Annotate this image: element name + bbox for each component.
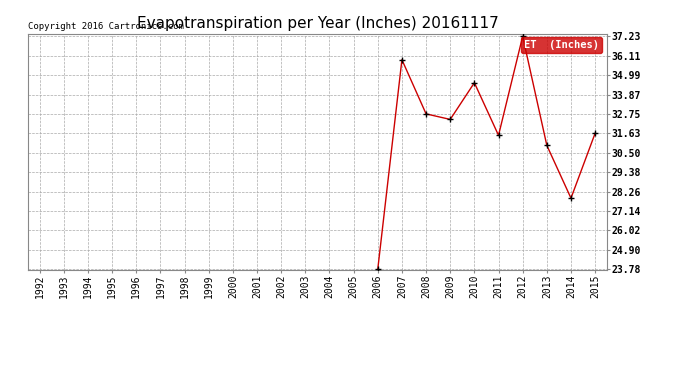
Legend: ET  (Inches): ET (Inches)	[521, 37, 602, 53]
Text: Copyright 2016 Cartronics.com: Copyright 2016 Cartronics.com	[28, 22, 184, 32]
Title: Evapotranspiration per Year (Inches) 20161117: Evapotranspiration per Year (Inches) 201…	[137, 16, 498, 31]
